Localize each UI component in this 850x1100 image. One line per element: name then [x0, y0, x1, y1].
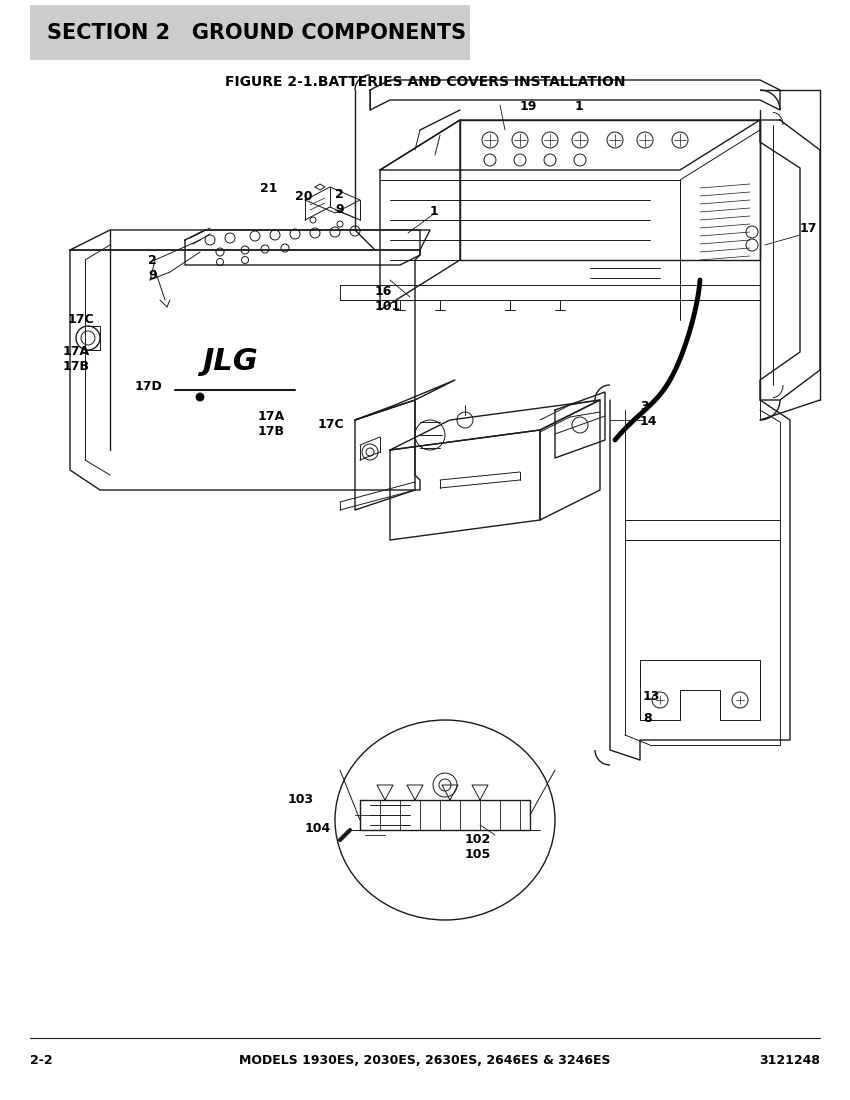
Text: 17C: 17C — [318, 418, 344, 431]
Text: 2
9: 2 9 — [335, 188, 343, 216]
Text: 21: 21 — [260, 182, 277, 195]
Text: 3
14: 3 14 — [640, 400, 658, 428]
Text: 13: 13 — [643, 690, 660, 703]
Text: MODELS 1930ES, 2030ES, 2630ES, 2646ES & 3246ES: MODELS 1930ES, 2030ES, 2630ES, 2646ES & … — [239, 1054, 611, 1067]
Bar — [30, 6, 470, 60]
Circle shape — [196, 393, 204, 402]
Text: 2-2: 2-2 — [30, 1054, 53, 1067]
Text: FIGURE 2-1.BATTERIES AND COVERS INSTALLATION: FIGURE 2-1.BATTERIES AND COVERS INSTALLA… — [224, 75, 626, 89]
Text: 17A
17B: 17A 17B — [63, 345, 90, 373]
Text: 17A
17B: 17A 17B — [258, 410, 285, 438]
Text: 17: 17 — [800, 222, 818, 235]
Text: 2
9: 2 9 — [148, 254, 156, 282]
Text: 17C: 17C — [68, 314, 94, 326]
Text: 1: 1 — [575, 100, 584, 113]
Text: 17D: 17D — [135, 379, 162, 393]
Text: 16
101: 16 101 — [375, 285, 401, 314]
Text: 3121248: 3121248 — [759, 1054, 820, 1067]
Text: 102
105: 102 105 — [465, 833, 491, 861]
Text: 104: 104 — [305, 822, 332, 835]
Text: SECTION 2   GROUND COMPONENTS: SECTION 2 GROUND COMPONENTS — [47, 23, 466, 43]
Text: 20: 20 — [295, 190, 313, 204]
Text: JLG: JLG — [202, 348, 258, 376]
Text: 1: 1 — [430, 205, 439, 218]
Text: 103: 103 — [288, 793, 314, 806]
Text: 19: 19 — [520, 100, 537, 113]
Text: 8: 8 — [643, 712, 652, 725]
